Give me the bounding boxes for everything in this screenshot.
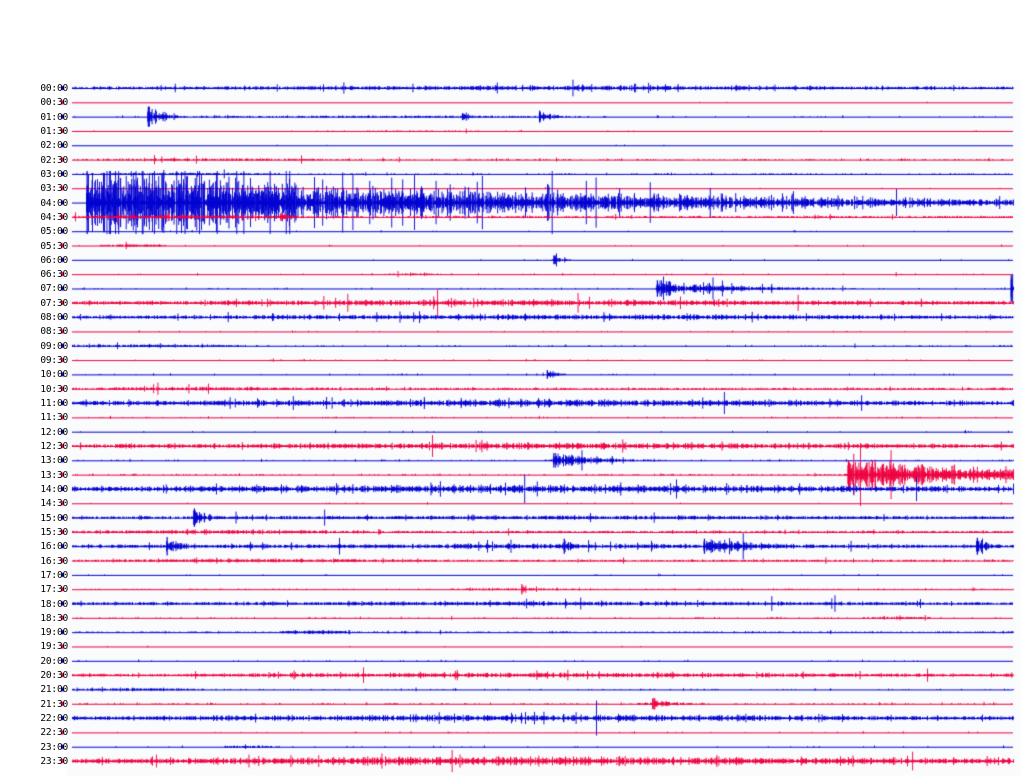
time-label-1500: 15:00 [40, 512, 68, 524]
time-label-1830: 18:30 [40, 612, 68, 624]
time-label-2000: 20:00 [40, 655, 68, 667]
time-label-0530: 05:30 [40, 240, 68, 252]
time-label-0230: 02:30 [40, 154, 68, 166]
time-label-1530: 15:30 [40, 526, 68, 538]
time-label-2230: 22:30 [40, 727, 68, 739]
time-label-0630: 06:30 [40, 269, 68, 281]
time-label-1700: 17:00 [40, 569, 68, 581]
time-label-0600: 06:00 [40, 254, 68, 266]
time-label-1400: 14:00 [40, 483, 68, 495]
time-label-1600: 16:00 [40, 541, 68, 553]
time-label-0830: 08:30 [40, 326, 68, 338]
time-label-1730: 17:30 [40, 584, 68, 596]
time-label-0700: 07:00 [40, 283, 68, 295]
time-label-1000: 10:00 [40, 369, 68, 381]
time-label-0030: 00:30 [40, 97, 68, 109]
time-label-0500: 05:00 [40, 226, 68, 238]
time-label-1330: 13:30 [40, 469, 68, 481]
time-label-1630: 16:30 [40, 555, 68, 567]
time-label-0730: 07:30 [40, 297, 68, 309]
time-label-1130: 11:30 [40, 412, 68, 424]
time-label-1200: 12:00 [40, 426, 68, 438]
time-label-0930: 09:30 [40, 355, 68, 367]
time-label-0330: 03:30 [40, 183, 68, 195]
time-label-0200: 02:00 [40, 140, 68, 152]
time-label-1430: 14:30 [40, 498, 68, 510]
time-label-2130: 21:30 [40, 698, 68, 710]
time-label-1230: 12:30 [40, 441, 68, 452]
time-label-2330: 23:30 [40, 756, 68, 768]
time-label-2100: 21:00 [40, 684, 68, 696]
time-label-1900: 19:00 [40, 627, 68, 639]
time-label-0100: 01:00 [40, 111, 68, 123]
time-label-0900: 09:00 [40, 340, 68, 352]
time-label-2200: 22:00 [40, 713, 68, 725]
time-label-0400: 04:00 [40, 197, 68, 209]
time-label-0800: 08:00 [40, 312, 68, 324]
time-label-2300: 23:00 [40, 741, 68, 753]
time-label-1300: 13:00 [40, 455, 68, 467]
time-label-1800: 18:00 [40, 598, 68, 610]
time-label-0130: 01:30 [40, 125, 68, 137]
time-label-0430: 04:30 [40, 211, 68, 223]
time-label-2030: 20:30 [40, 670, 68, 682]
time-label-0300: 03:00 [40, 168, 68, 180]
time-label-1930: 19:30 [40, 641, 68, 653]
time-label-0000: 00:00 [40, 83, 68, 94]
time-label-1100: 11:00 [40, 398, 68, 410]
time-label-1030: 10:30 [40, 383, 68, 395]
